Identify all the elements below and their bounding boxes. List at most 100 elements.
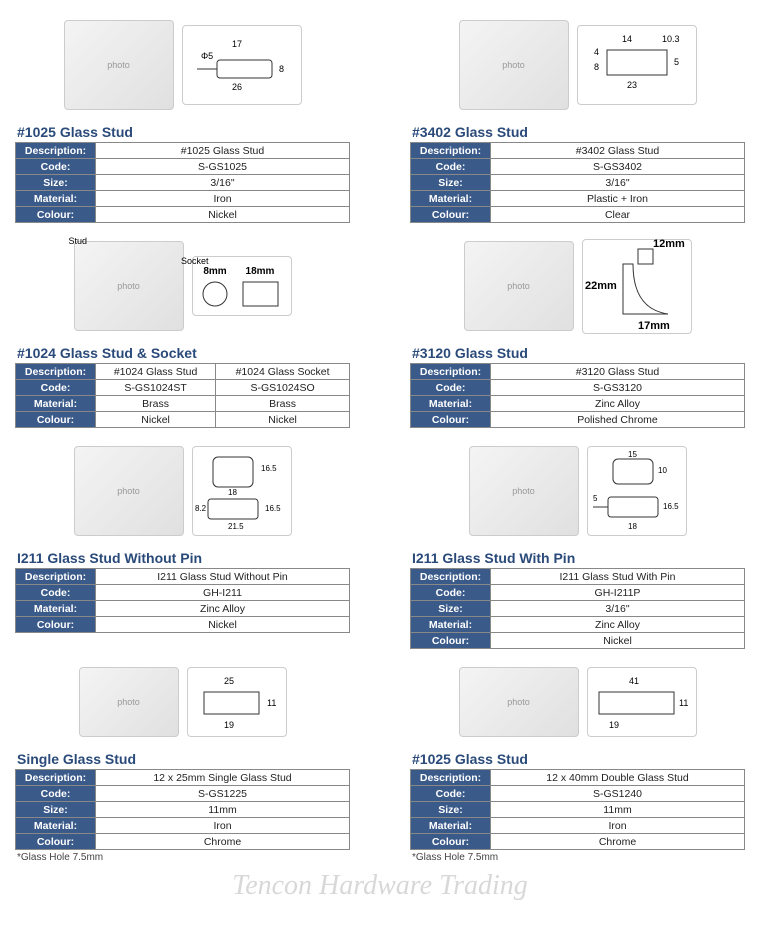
footnote: *Glass Hole 7.5mm	[17, 852, 350, 863]
product-image-area: photo 12mm 22mm 17mm	[410, 231, 745, 341]
spec-label: Code:	[411, 786, 491, 802]
product-card: photo 16.5 18 21.5 8.2 16.5 I211 Glass S…	[15, 436, 350, 649]
product-photo: photo	[79, 667, 179, 737]
spec-label: Code:	[16, 380, 96, 396]
spec-label: Code:	[16, 585, 96, 601]
product-card: photo 15 10 5 18 16.5 I211 Glass Stud Wi…	[410, 436, 745, 649]
spec-value: Nickel	[491, 633, 745, 649]
spec-label: Code:	[16, 159, 96, 175]
spec-label: Colour:	[411, 412, 491, 428]
spec-value: 11mm	[491, 802, 745, 818]
spec-label: Size:	[16, 175, 96, 191]
spec-value: Nickel	[96, 617, 350, 633]
spec-label: Colour:	[411, 207, 491, 223]
spec-label: Material:	[16, 601, 96, 617]
spec-value: S-GS1024ST	[96, 380, 216, 396]
spec-value: 12 x 25mm Single Glass Stud	[96, 770, 350, 786]
product-card: photo 25 19 11 Single Glass Stud Descrip…	[15, 657, 350, 863]
product-title: I211 Glass Stud With Pin	[412, 550, 745, 566]
spec-label: Size:	[411, 175, 491, 191]
product-image-area: photo 41 19 11	[410, 657, 745, 747]
spec-value: #3402 Glass Stud	[491, 143, 745, 159]
spec-label: Material:	[411, 396, 491, 412]
dimension-drawing: 25 19 11	[189, 670, 284, 735]
product-grid: photo 17 Φ5 8 26 #1025 Glass Stud Descri…	[15, 10, 745, 863]
product-title: #3402 Glass Stud	[412, 124, 745, 140]
spec-table: Description:12 x 25mm Single Glass Stud …	[15, 769, 350, 850]
spec-value: Iron	[96, 191, 350, 207]
spec-value: #1024 Glass Socket	[216, 364, 350, 380]
spec-label: Code:	[411, 585, 491, 601]
product-photo: photo	[469, 446, 579, 536]
spec-value: S-GS1024SO	[216, 380, 350, 396]
spec-label: Material:	[411, 818, 491, 834]
dimension-drawing: 17 Φ5 8 26	[187, 35, 297, 95]
spec-label: Code:	[411, 159, 491, 175]
spec-label: Description:	[411, 770, 491, 786]
product-card: photo 41 19 11 #1025 Glass Stud Descript…	[410, 657, 745, 863]
spec-label: Description:	[411, 364, 491, 380]
spec-label: Material:	[16, 396, 96, 412]
spec-label: Description:	[16, 770, 96, 786]
spec-label: Colour:	[411, 834, 491, 850]
product-photo: photo	[459, 667, 579, 737]
dimension-drawing: 8mm 18mm	[193, 259, 291, 314]
spec-value: S-GS1240	[491, 786, 745, 802]
svg-text:8.2: 8.2	[195, 504, 207, 513]
spec-value: Nickel	[216, 412, 350, 428]
spec-label: Material:	[411, 617, 491, 633]
watermark-text: Tencon Hardware Trading	[232, 870, 528, 902]
spec-value: S-GS1225	[96, 786, 350, 802]
product-diagram: 15 10 5 18 16.5	[587, 446, 687, 536]
spec-label: Colour:	[16, 617, 96, 633]
svg-text:8: 8	[279, 64, 284, 74]
spec-label: Description:	[411, 143, 491, 159]
svg-text:41: 41	[629, 676, 639, 686]
spec-label: Code:	[411, 380, 491, 396]
svg-text:18mm: 18mm	[245, 266, 274, 277]
spec-table: Description:#1025 Glass Stud Code:S-GS10…	[15, 142, 350, 223]
svg-text:10.3: 10.3	[662, 34, 680, 44]
svg-text:8mm: 8mm	[203, 266, 226, 277]
product-photo: photo	[74, 446, 184, 536]
spec-label: Description:	[16, 143, 96, 159]
product-photo: photo	[64, 20, 174, 110]
product-diagram: 25 19 11	[187, 667, 287, 737]
product-image-area: photo 15 10 5 18 16.5	[410, 436, 745, 546]
spec-value: Nickel	[96, 207, 350, 223]
svg-text:15: 15	[628, 450, 637, 459]
spec-table: Description:#3402 Glass Stud Code:S-GS34…	[410, 142, 745, 223]
spec-value: S-GS3120	[491, 380, 745, 396]
spec-label: Material:	[16, 191, 96, 207]
spec-value: Polished Chrome	[491, 412, 745, 428]
product-image-area: photo 16.5 18 21.5 8.2 16.5	[15, 436, 350, 546]
spec-table: Description:12 x 40mm Double Glass Stud …	[410, 769, 745, 850]
product-photo: photo	[464, 241, 574, 331]
svg-text:12mm: 12mm	[653, 239, 685, 250]
spec-value: Iron	[96, 818, 350, 834]
product-title: Single Glass Stud	[17, 751, 350, 767]
product-card: Stud Socket photo 8mm 18mm #1024 Glass S…	[15, 231, 350, 428]
product-title: #3120 Glass Stud	[412, 345, 745, 361]
dimension-drawing: 15 10 5 18 16.5	[588, 449, 686, 534]
svg-text:14: 14	[621, 34, 631, 44]
spec-value: S-GS3402	[491, 159, 745, 175]
spec-value: 11mm	[96, 802, 350, 818]
spec-value: Chrome	[491, 834, 745, 850]
spec-value: Plastic + Iron	[491, 191, 745, 207]
footnote: *Glass Hole 7.5mm	[412, 852, 745, 863]
spec-value: 3/16"	[96, 175, 350, 191]
product-card: photo 17 Φ5 8 26 #1025 Glass Stud Descri…	[15, 10, 350, 223]
spec-label: Size:	[411, 802, 491, 818]
product-image-area: photo 14 10.3 4 8 5 23	[410, 10, 745, 120]
spec-label: Colour:	[411, 633, 491, 649]
spec-value: GH-I211P	[491, 585, 745, 601]
spec-value: I211 Glass Stud With Pin	[491, 569, 745, 585]
svg-text:19: 19	[224, 720, 234, 730]
spec-value: #3120 Glass Stud	[491, 364, 745, 380]
spec-label: Material:	[16, 818, 96, 834]
spec-value: I211 Glass Stud Without Pin	[96, 569, 350, 585]
svg-text:22mm: 22mm	[585, 280, 617, 292]
svg-text:8: 8	[594, 62, 599, 72]
product-card: photo 12mm 22mm 17mm #3120 Glass Stud De…	[410, 231, 745, 428]
